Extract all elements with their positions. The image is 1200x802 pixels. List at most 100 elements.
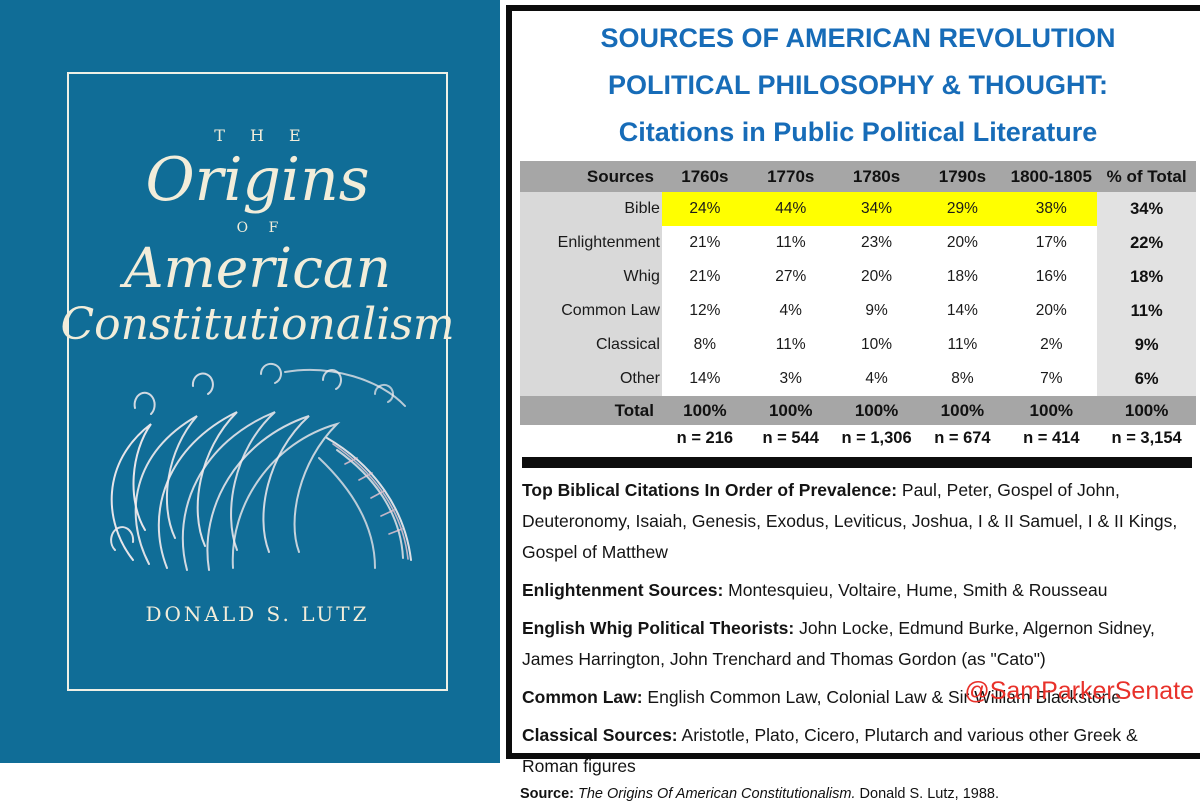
col-header-1790s: 1790s [919, 161, 1006, 192]
table-cell: 100% [747, 396, 834, 425]
book-cover-the: T H E [214, 126, 311, 145]
table-cell: 20% [833, 260, 920, 294]
section-divider [522, 457, 1192, 468]
table-cell: 4% [833, 362, 920, 396]
col-header-1800-1805: 1800-1805 [1005, 161, 1098, 192]
table-cell: 11% [919, 328, 1006, 362]
table-row-sample-size: n = 216 n = 544 n = 1,306 n = 674 n = 41… [520, 425, 1196, 452]
panel-title-line2: POLITICAL PHILOSOPHY & THOUGHT: [607, 70, 1109, 100]
row-label: Whig [520, 260, 662, 294]
note-biblical: Top Biblical Citations In Order of Preva… [522, 475, 1194, 568]
note-classical: Classical Sources: Aristotle, Plato, Cic… [522, 720, 1194, 782]
table-cell: 18% [919, 260, 1006, 294]
table-cell: n = 414 [1005, 425, 1098, 452]
table-cell: 44% [747, 192, 834, 226]
panel-title-line1: SOURCES OF AMERICAN REVOLUTION [600, 23, 1116, 53]
row-label: Common Law [520, 294, 662, 328]
table-cell: 34% [833, 192, 920, 226]
citations-table: Sources 1760s 1770s 1780s 1790s 1800-180… [520, 161, 1196, 452]
table-cell: 11% [747, 226, 834, 260]
source-book-title: The Origins Of American Constitutionalis… [578, 786, 856, 802]
source-rest: Donald S. Lutz, 1988. [855, 786, 999, 802]
table-cell-total: 11% [1097, 294, 1196, 328]
table-cell: 100% [919, 396, 1006, 425]
book-author: DONALD S. LUTZ [145, 601, 370, 626]
table-cell: 100% [833, 396, 920, 425]
table-cell: n = 216 [661, 425, 748, 452]
book-title-american: American [123, 236, 392, 300]
book-cover-of: O F [236, 220, 287, 236]
table-cell: n = 3,154 [1097, 425, 1196, 452]
table-cell: 20% [1005, 294, 1098, 328]
note-enlightenment: Enlightenment Sources: Montesquieu, Volt… [522, 575, 1194, 606]
col-header-1770s: 1770s [747, 161, 834, 192]
table-cell-total: 18% [1097, 260, 1196, 294]
sources-panel: SOURCES OF AMERICAN REVOLUTION POLITICAL… [506, 5, 1200, 802]
table-cell-total: 34% [1097, 192, 1196, 226]
table-cell: 100% [1005, 396, 1098, 425]
table-row-whig: Whig 21% 27% 20% 18% 16% 18% [520, 260, 1196, 294]
table-cell: 21% [661, 260, 748, 294]
note-whig: English Whig Political Theorists: John L… [522, 613, 1194, 675]
table-cell: 14% [919, 294, 1006, 328]
row-label: Enlightenment [520, 226, 662, 260]
table-cell: 29% [919, 192, 1006, 226]
table-cell: 11% [747, 328, 834, 362]
book-cover-frame: T H E Origins O F American Constitutiona… [60, 72, 455, 691]
table-cell: 10% [833, 328, 920, 362]
table-cell: 27% [747, 260, 834, 294]
table-cell: 8% [661, 328, 748, 362]
book-cover: T H E Origins O F American Constitutiona… [0, 0, 500, 763]
table-cell-total: 22% [1097, 226, 1196, 260]
table-row-classical: Classical 8% 11% 10% 11% 2% 9% [520, 328, 1196, 362]
row-label: Classical [520, 328, 662, 362]
table-cell: 100% [661, 396, 748, 425]
row-label: Total [520, 396, 662, 425]
table-cell: 12% [661, 294, 748, 328]
note-text: John Locke, Edmund Burke, Algernon Sidne… [522, 618, 1155, 669]
table-cell: 23% [833, 226, 920, 260]
table-cell: 9% [833, 294, 920, 328]
table-row-total: Total 100% 100% 100% 100% 100% 100% [520, 396, 1196, 425]
notes-section: Top Biblical Citations In Order of Preva… [520, 475, 1196, 782]
source-lead: Source: [520, 786, 579, 802]
table-cell: 2% [1005, 328, 1098, 362]
note-lead: Enlightenment Sources: [522, 580, 724, 600]
table-cell: 17% [1005, 226, 1098, 260]
note-lead: Top Biblical Citations In Order of Preva… [522, 480, 898, 500]
col-header-sources: Sources [520, 161, 662, 192]
panel-title: SOURCES OF AMERICAN REVOLUTION POLITICAL… [520, 15, 1196, 156]
table-row-bible: Bible 24% 44% 34% 29% 38% 34% [520, 192, 1196, 226]
row-label: Bible [520, 192, 662, 226]
note-text: English Common Law, Colonial Law & Sir W… [642, 687, 1122, 707]
note-lead: Common Law: [522, 687, 643, 707]
table-cell: 8% [919, 362, 1006, 396]
table-row-other: Other 14% 3% 4% 8% 7% 6% [520, 362, 1196, 396]
row-label: Other [520, 362, 662, 396]
book-title-origins: Origins [145, 145, 370, 215]
note-text: Montesquieu, Voltaire, Hume, Smith & Rou… [723, 580, 1108, 600]
table-cell: 3% [747, 362, 834, 396]
table-cell: 14% [661, 362, 748, 396]
table-cell: 21% [661, 226, 748, 260]
note-text: Paul, Peter, Gospel of John, Deuteronomy… [522, 480, 1178, 562]
row-label-empty [520, 425, 662, 452]
col-header-pct-total: % of Total [1097, 161, 1196, 192]
table-cell-total: 9% [1097, 328, 1196, 362]
col-header-1780s: 1780s [833, 161, 920, 192]
calligraphic-flourish-icon [109, 362, 412, 571]
table-row-common-law: Common Law 12% 4% 9% 14% 20% 11% [520, 294, 1196, 328]
table-cell: 38% [1005, 192, 1098, 226]
table-cell: n = 1,306 [833, 425, 920, 452]
table-cell: 100% [1097, 396, 1196, 425]
table-row-enlightenment: Enlightenment 21% 11% 23% 20% 17% 22% [520, 226, 1196, 260]
twitter-handle[interactable]: @SamParkerSenate [964, 677, 1194, 705]
table-cell: 16% [1005, 260, 1098, 294]
book-title-constitutionalism: Constitutionalism [60, 298, 455, 350]
col-header-1760s: 1760s [661, 161, 748, 192]
source-note: Source: The Origins Of American Constitu… [520, 786, 1196, 802]
table-cell: n = 544 [747, 425, 834, 452]
table-cell: 7% [1005, 362, 1098, 396]
table-header-row: Sources 1760s 1770s 1780s 1790s 1800-180… [520, 161, 1196, 192]
table-cell: 20% [919, 226, 1006, 260]
